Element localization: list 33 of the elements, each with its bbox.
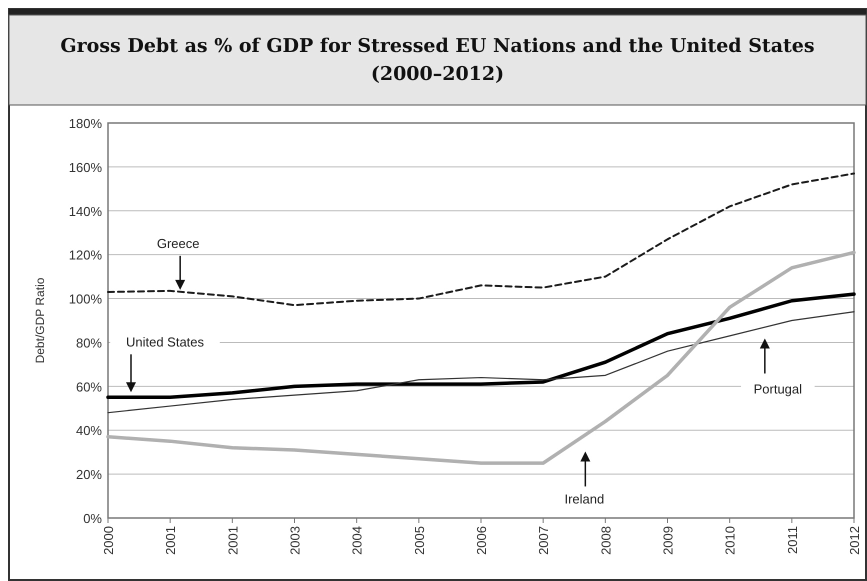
y-tick-label: 0%	[83, 511, 102, 526]
x-tick-label: 2005	[412, 526, 427, 555]
line-series	[107, 311, 855, 414]
y-axis-title: Debt/GDP Ratio	[33, 277, 47, 364]
annotation: Portugal	[754, 382, 802, 396]
annotation: Greece	[156, 236, 200, 251]
y-tick-label: 180%	[68, 116, 102, 131]
y-tick-label: 120%	[68, 248, 102, 263]
x-tick-label: 2000	[101, 526, 116, 555]
x-tick-label: 2004	[350, 526, 365, 555]
x-tick-label: 2011	[784, 526, 800, 554]
x-tick-label: 2006	[474, 526, 489, 555]
x-tick-label: 2001	[225, 526, 240, 555]
x-tick-label: 2007	[536, 526, 552, 555]
x-tick-label: 2008	[598, 526, 614, 555]
y-tick-label: 20%	[76, 467, 102, 482]
x-tick-label: 2009	[660, 526, 676, 555]
annotation: Ireland	[564, 491, 604, 506]
line-series	[107, 172, 855, 306]
annotation: United States	[126, 334, 205, 350]
y-tick-label: 40%	[76, 423, 102, 438]
y-tick-label: 60%	[76, 379, 102, 394]
x-tick-label: 2012	[847, 526, 862, 555]
y-tick-label: 100%	[68, 292, 102, 307]
line-series	[106, 292, 856, 400]
x-tick-label: 2001	[163, 526, 178, 555]
x-tick-label: 2010	[722, 526, 738, 555]
y-tick-label: 160%	[68, 160, 102, 175]
line-series	[106, 250, 856, 465]
x-tick-label: 2003	[288, 526, 302, 555]
y-tick-label: 140%	[68, 204, 102, 219]
chart-title: Gross Debt as % of GDP for Stressed EU Nations and the United States (2000–2012)	[60, 35, 815, 85]
y-tick-label: 80%	[76, 335, 102, 350]
